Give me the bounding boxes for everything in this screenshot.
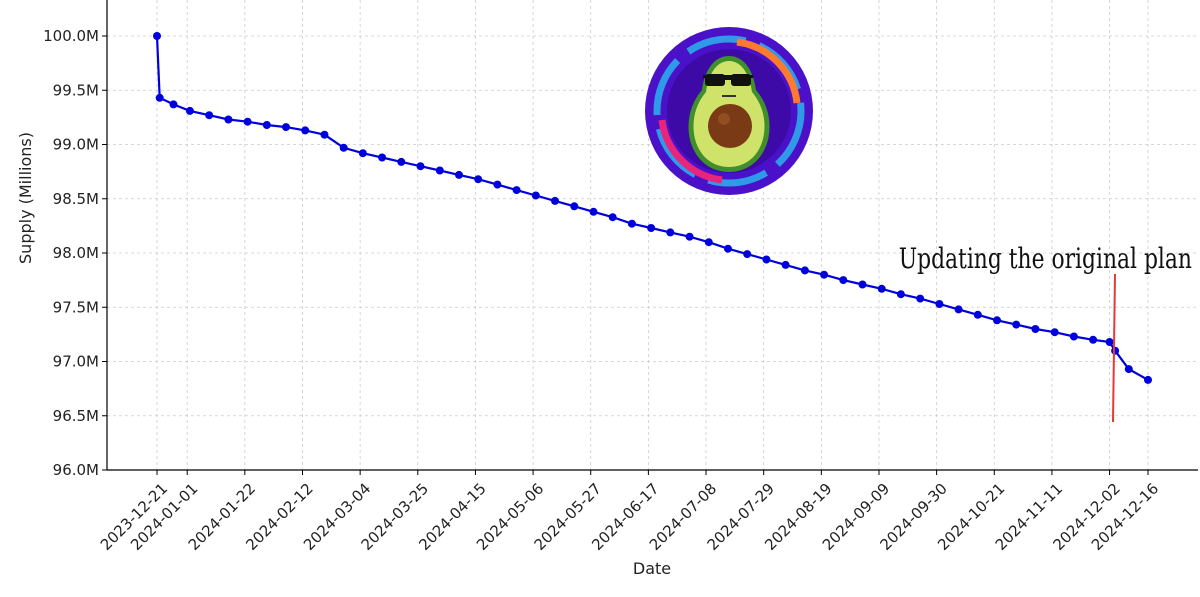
data-point: [877, 284, 886, 293]
annotation: Updating the original plan: [899, 242, 1192, 423]
data-point: [762, 255, 771, 264]
data-point: [339, 143, 348, 152]
data-point: [916, 294, 925, 303]
avocado-sunglasses-logo: [645, 27, 813, 195]
data-point: [627, 219, 636, 228]
data-point: [1105, 338, 1114, 346]
data-point: [935, 300, 944, 308]
annotation-line: [1112, 273, 1116, 423]
data-point: [820, 270, 829, 279]
data-point: [839, 276, 848, 285]
data-point: [1050, 328, 1059, 337]
data-point: [155, 93, 164, 102]
data-point: [205, 111, 214, 120]
data-point: [358, 149, 367, 158]
data-point: [973, 310, 982, 319]
data-point: [493, 180, 502, 189]
data-point: [685, 232, 694, 241]
data-point: [1012, 320, 1021, 329]
grid: [107, 0, 1198, 471]
data-point: [993, 316, 1001, 325]
axes: [106, 0, 1198, 471]
data-point: [455, 170, 463, 179]
data-point: [647, 224, 656, 232]
data-point: [954, 305, 963, 314]
data-point: [800, 266, 809, 275]
data-point: [1031, 325, 1040, 333]
y-tick-label: 98.5M: [53, 190, 99, 208]
data-point: [320, 130, 329, 139]
y-ticks: 96.0M 96.5M 97.0M 97.5M 98.0M 98.5M 99.0M 99.5M…: [43, 27, 107, 479]
data-point: [301, 126, 310, 135]
data-point: [589, 207, 598, 216]
y-tick-label: 98.0M: [53, 244, 99, 262]
data-point: [512, 186, 521, 195]
data-point: [185, 106, 194, 115]
data-point: [704, 238, 713, 247]
data-point: [397, 157, 406, 166]
data-point: [570, 202, 579, 211]
y-tick-label: 96.5M: [53, 407, 99, 425]
series-layer: [153, 32, 1152, 384]
annotation-text: Updating the original plan: [899, 242, 1192, 274]
y-tick-label: 96.0M: [53, 461, 99, 479]
x-axis-title: Date: [633, 559, 671, 578]
data-point: [1111, 346, 1120, 355]
data-point: [743, 250, 752, 259]
y-axis-title: Supply (Millions): [16, 132, 35, 264]
data-point: [416, 162, 425, 171]
data-point: [169, 100, 178, 109]
data-point: [858, 280, 867, 289]
x-ticks: 2023-12-212024-01-012024-01-222024-02-12…: [97, 470, 1162, 554]
data-point: [1124, 365, 1133, 374]
data-point: [608, 213, 617, 222]
data-point: [896, 290, 905, 299]
data-point: [781, 260, 790, 269]
data-point: [282, 123, 290, 132]
data-point: [262, 121, 271, 129]
data-point: [474, 175, 483, 184]
data-point: [153, 32, 161, 40]
data-point: [435, 166, 444, 175]
y-tick-label: 99.5M: [53, 81, 99, 99]
data-point: [224, 115, 233, 124]
data-point: [1069, 332, 1078, 341]
data-point: [531, 191, 540, 200]
data-point: [666, 228, 675, 237]
y-tick-label: 97.5M: [53, 298, 99, 316]
data-point: [243, 117, 252, 126]
data-point: [724, 244, 732, 253]
y-tick-label: 97.0M: [53, 353, 99, 371]
data-point: [378, 153, 387, 162]
data-point: [1089, 335, 1098, 344]
data-point: [551, 196, 559, 205]
data-point: [1144, 375, 1152, 384]
y-tick-label: 100.0M: [43, 27, 99, 45]
y-tick-label: 99.0M: [53, 136, 99, 154]
